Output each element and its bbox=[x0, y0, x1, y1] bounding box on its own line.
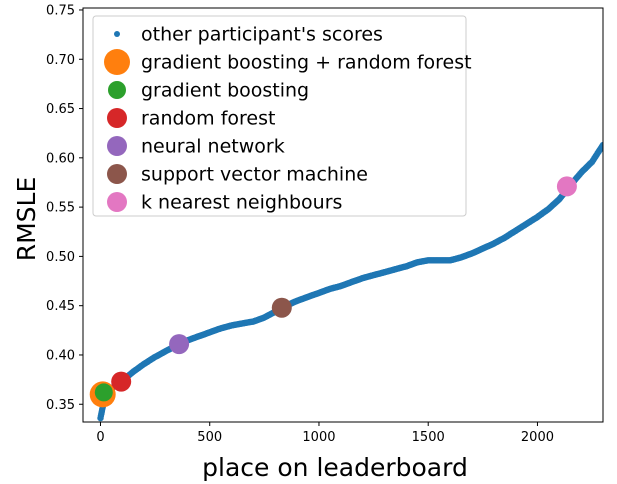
legend-box bbox=[92, 15, 467, 217]
y-tick-label: 0.35 bbox=[46, 398, 75, 413]
legend-label: neural network bbox=[141, 136, 285, 158]
x-axis-label: place on leaderboard bbox=[202, 453, 468, 482]
participant-score-point bbox=[599, 141, 603, 149]
legend-label: random forest bbox=[141, 108, 275, 130]
method-point-support-vector-machine bbox=[271, 297, 292, 318]
legend-label: gradient boosting bbox=[141, 80, 309, 102]
axes: 0.35 0.40 0.45 0.50 0.55 0.60 0.65 0.70 0.75 0 500… bbox=[46, 3, 604, 445]
y-tick-label: 0.45 bbox=[46, 299, 75, 314]
plot-frame bbox=[82, 7, 604, 423]
legend-marker bbox=[107, 164, 127, 184]
y-axis-label: RMSLE bbox=[12, 177, 41, 262]
legend-marker bbox=[104, 49, 130, 75]
y-tick-label: 0.75 bbox=[46, 3, 75, 18]
y-tick-label: 0.50 bbox=[46, 250, 75, 265]
y-tick-label: 0.65 bbox=[46, 102, 75, 117]
x-tick-label: 0 bbox=[96, 430, 104, 445]
legend-marker bbox=[114, 31, 120, 37]
method-point-neural-network bbox=[169, 334, 190, 355]
y-tick-label: 0.40 bbox=[46, 348, 75, 363]
y-tick-label: 0.70 bbox=[46, 53, 75, 68]
legend-label: k nearest neighbours bbox=[141, 192, 342, 214]
legend-marker bbox=[108, 81, 126, 99]
plot-area bbox=[89, 141, 603, 422]
plot-inner bbox=[89, 141, 603, 422]
x-tick-label: 2000 bbox=[521, 430, 554, 445]
x-tick-label: 500 bbox=[197, 430, 222, 445]
legend-marker bbox=[107, 136, 127, 156]
legend: other participant's scores gradient boost… bbox=[92, 15, 472, 217]
legend-label: gradient boosting + random forest bbox=[141, 52, 472, 74]
legend-marker bbox=[107, 192, 127, 212]
method-point-k-nearest-neighbours bbox=[556, 176, 577, 197]
x-tick-label: 1000 bbox=[302, 430, 335, 445]
legend-label: support vector machine bbox=[141, 164, 368, 186]
legend-marker bbox=[107, 108, 127, 128]
method-point-gradient-boosting bbox=[94, 383, 113, 402]
y-tick-label: 0.60 bbox=[46, 151, 75, 166]
x-tick-label: 1500 bbox=[412, 430, 445, 445]
y-tick-label: 0.55 bbox=[46, 201, 75, 216]
method-point-random-forest bbox=[111, 371, 132, 392]
legend-label: other participant's scores bbox=[141, 24, 383, 46]
